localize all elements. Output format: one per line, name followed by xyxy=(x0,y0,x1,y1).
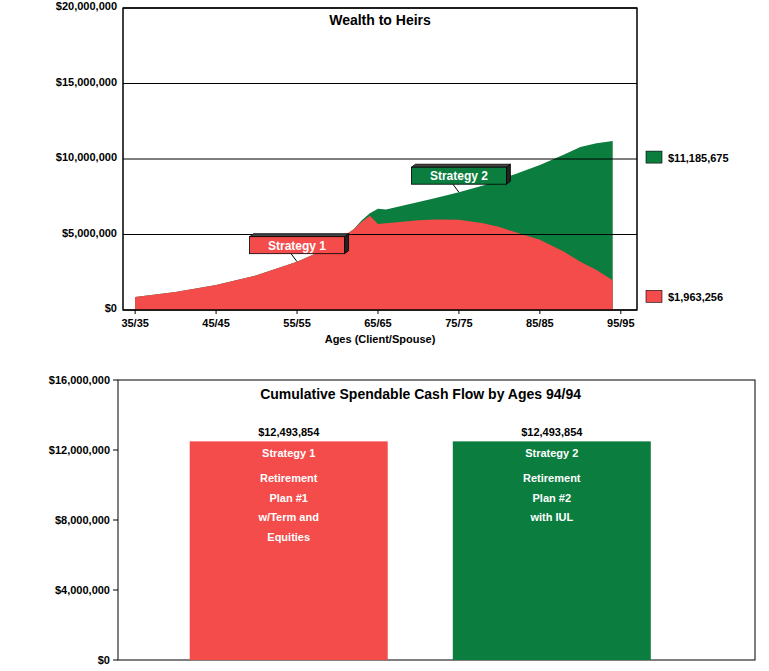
grid-line xyxy=(123,234,637,235)
callout-depth xyxy=(250,234,349,237)
chart-title: Wealth to Heirs xyxy=(329,12,431,28)
y-tick xyxy=(113,520,118,521)
x-tick-label: 85/85 xyxy=(526,317,554,329)
grid-line xyxy=(123,83,637,84)
value-label: $1,963,256 xyxy=(668,291,723,303)
category-label: Strategy 2 xyxy=(525,447,578,459)
x-axis-title: Ages (Client/Spouse) xyxy=(325,333,436,345)
bar xyxy=(453,441,651,660)
label-swatch xyxy=(646,151,662,163)
y-tick-label: $5,000,000 xyxy=(62,227,117,239)
area xyxy=(135,216,613,310)
x-tick xyxy=(297,310,298,314)
callout-box xyxy=(250,237,345,254)
bar-group xyxy=(190,441,651,660)
label-swatch xyxy=(646,290,662,302)
x-tick xyxy=(620,310,621,314)
area-chart: $0 $5,000,000 $10,000,000 $15,000,000 $20,00… xyxy=(56,0,729,345)
plot-frame xyxy=(123,8,637,310)
value-label: $11,185,675 xyxy=(668,152,729,164)
x-tick-label: 95/95 xyxy=(607,317,635,329)
callout-box xyxy=(411,167,506,184)
series-callout: Strategy 2 xyxy=(411,164,510,192)
y-tick-label: $10,000,000 xyxy=(56,151,117,163)
x-tick xyxy=(539,310,540,314)
y-tick xyxy=(113,590,118,591)
category-label: Strategy 1 xyxy=(262,447,315,459)
y-tick-label: $12,000,000 xyxy=(49,444,110,456)
y-tick-label: $20,000,000 xyxy=(56,0,117,12)
y-tick xyxy=(113,380,118,381)
data-label: $12,493,854 xyxy=(521,426,583,438)
bar-description: Plan #2 xyxy=(533,492,572,504)
y-tick-label: $0 xyxy=(98,654,110,666)
x-tick xyxy=(377,310,378,314)
x-tick xyxy=(458,310,459,314)
chart-title: Cumulative Spendable Cash Flow by Ages 9… xyxy=(260,386,581,402)
y-tick-label: $16,000,000 xyxy=(49,374,110,386)
plot-frame xyxy=(118,380,755,660)
data-label: $12,493,854 xyxy=(258,426,320,438)
x-tick xyxy=(216,310,217,314)
area-group xyxy=(135,141,613,310)
x-tick-label: 65/65 xyxy=(364,317,392,329)
callout-pointer xyxy=(291,254,297,262)
plot-border xyxy=(123,8,637,310)
y-tick xyxy=(113,450,118,451)
bar-description: Equities xyxy=(267,531,310,543)
series-name: Strategy 1 xyxy=(268,239,326,253)
x-tick-label: 35/35 xyxy=(121,317,149,329)
figure: $0 $5,000,000 $10,000,000 $15,000,000 $20,00… xyxy=(0,0,769,671)
callout-depth xyxy=(411,164,510,167)
bar-description: Retirement xyxy=(523,472,581,484)
callout-pointer xyxy=(453,184,459,192)
y-tick-label: $4,000,000 xyxy=(55,584,110,596)
x-tick-label: 45/45 xyxy=(202,317,230,329)
x-tick-label: 55/55 xyxy=(283,317,311,329)
bar-description: Retirement xyxy=(260,472,318,484)
series-callout: Strategy 1 xyxy=(250,234,349,262)
x-tick-label: 75/75 xyxy=(445,317,473,329)
bar-description: w/Term and xyxy=(258,511,319,523)
y-tick-label: $8,000,000 xyxy=(55,514,110,526)
grid-line xyxy=(123,159,637,160)
y-tick-label: $0 xyxy=(105,302,117,314)
y-tick-label: $15,000,000 xyxy=(56,76,117,88)
y-tick xyxy=(113,660,118,661)
area xyxy=(135,141,613,310)
series-name: Strategy 2 xyxy=(430,169,488,183)
bar-description: with IUL xyxy=(529,511,573,523)
bar xyxy=(190,441,388,660)
x-tick xyxy=(135,310,136,314)
bar-description: Plan #1 xyxy=(269,492,308,504)
bar-chart: $0 $4,000,000 $8,000,000 $12,000,000 $16,000… xyxy=(49,374,755,666)
